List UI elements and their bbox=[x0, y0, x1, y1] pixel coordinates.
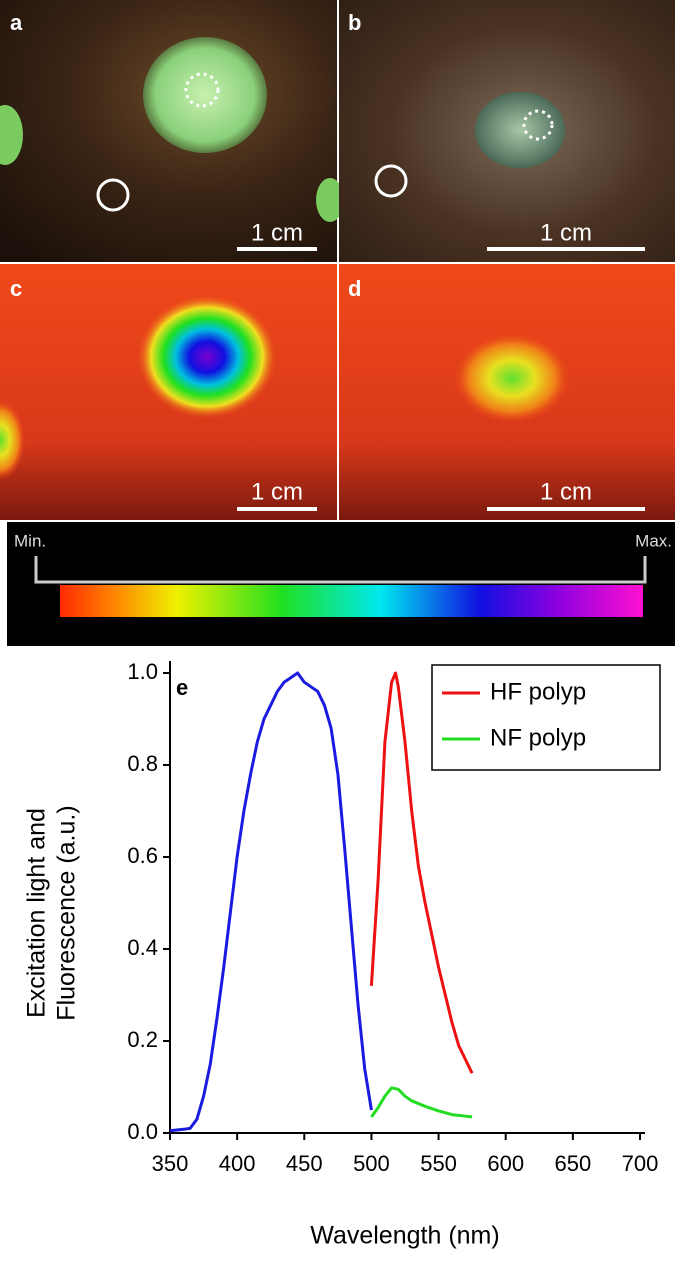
scale-bar-label: 1 cm bbox=[540, 478, 592, 505]
heat-blob bbox=[454, 333, 570, 423]
y-tick-label: 0.2 bbox=[127, 1027, 158, 1052]
polyp-mouth bbox=[143, 37, 267, 153]
x-axis-label: Wavelength (nm) bbox=[310, 1222, 499, 1250]
legend-label: NF polyp bbox=[490, 724, 586, 751]
x-tick-label: 450 bbox=[286, 1151, 323, 1176]
y-axis-label: Excitation light and bbox=[23, 808, 51, 1018]
marker-nf bbox=[96, 178, 130, 212]
colorbar-max: Max. bbox=[635, 531, 672, 550]
legend-label: HF polyp bbox=[490, 678, 586, 705]
y-tick-label: 0.0 bbox=[127, 1119, 158, 1144]
scale-bar-label: 1 cm bbox=[540, 219, 592, 246]
colorbar-bracket bbox=[34, 556, 647, 584]
x-tick-label: 550 bbox=[420, 1151, 457, 1176]
heat-blob bbox=[137, 295, 277, 419]
marker-hf bbox=[184, 72, 220, 108]
chart: 0.0 0.2 0.4 0.6 0.8 1.0 350 400 450 500 550 600 650 7… bbox=[23, 659, 661, 1250]
series-line bbox=[169, 671, 373, 1133]
series-line bbox=[369, 671, 474, 1074]
x-tick-label: 350 bbox=[152, 1151, 189, 1176]
marker-nf bbox=[374, 164, 408, 198]
colorbar-scale bbox=[60, 585, 643, 617]
scale-bar-label: 1 cm bbox=[251, 219, 303, 246]
x-tick-label: 700 bbox=[622, 1151, 659, 1176]
colorbar-min: Min. bbox=[14, 531, 46, 550]
panel-label: c bbox=[10, 276, 22, 301]
marker-hf bbox=[522, 109, 554, 141]
x-tick-label: 650 bbox=[554, 1151, 591, 1176]
y-axis-label: Fluorescence (a.u.) bbox=[53, 805, 81, 1020]
x-tick-label: 600 bbox=[487, 1151, 524, 1176]
panel-label: b bbox=[348, 10, 361, 35]
y-tick-label: 0.6 bbox=[127, 843, 158, 868]
y-tick-label: 0.8 bbox=[127, 751, 158, 776]
x-tick-label: 400 bbox=[219, 1151, 256, 1176]
y-tick-label: 1.0 bbox=[127, 659, 158, 684]
polyp-mouth bbox=[475, 92, 565, 168]
panel-label: e bbox=[176, 675, 188, 700]
neighbor-polyp bbox=[316, 178, 344, 222]
series-line bbox=[370, 1086, 473, 1119]
y-tick-label: 0.4 bbox=[127, 935, 158, 960]
panel-label: d bbox=[348, 276, 361, 301]
heat-blob bbox=[0, 400, 25, 480]
panel-label: a bbox=[10, 10, 23, 35]
neighbor-polyp bbox=[0, 105, 23, 165]
colorbar-background bbox=[7, 522, 675, 646]
x-tick-label: 500 bbox=[353, 1151, 390, 1176]
colorbar: Min. Max. bbox=[7, 522, 675, 646]
legend-box bbox=[431, 664, 661, 771]
photo-panels: a b c d 1 cm 1 cm 1 cm 1 cm bbox=[0, 0, 675, 520]
scale-bar-label: 1 cm bbox=[251, 478, 303, 505]
